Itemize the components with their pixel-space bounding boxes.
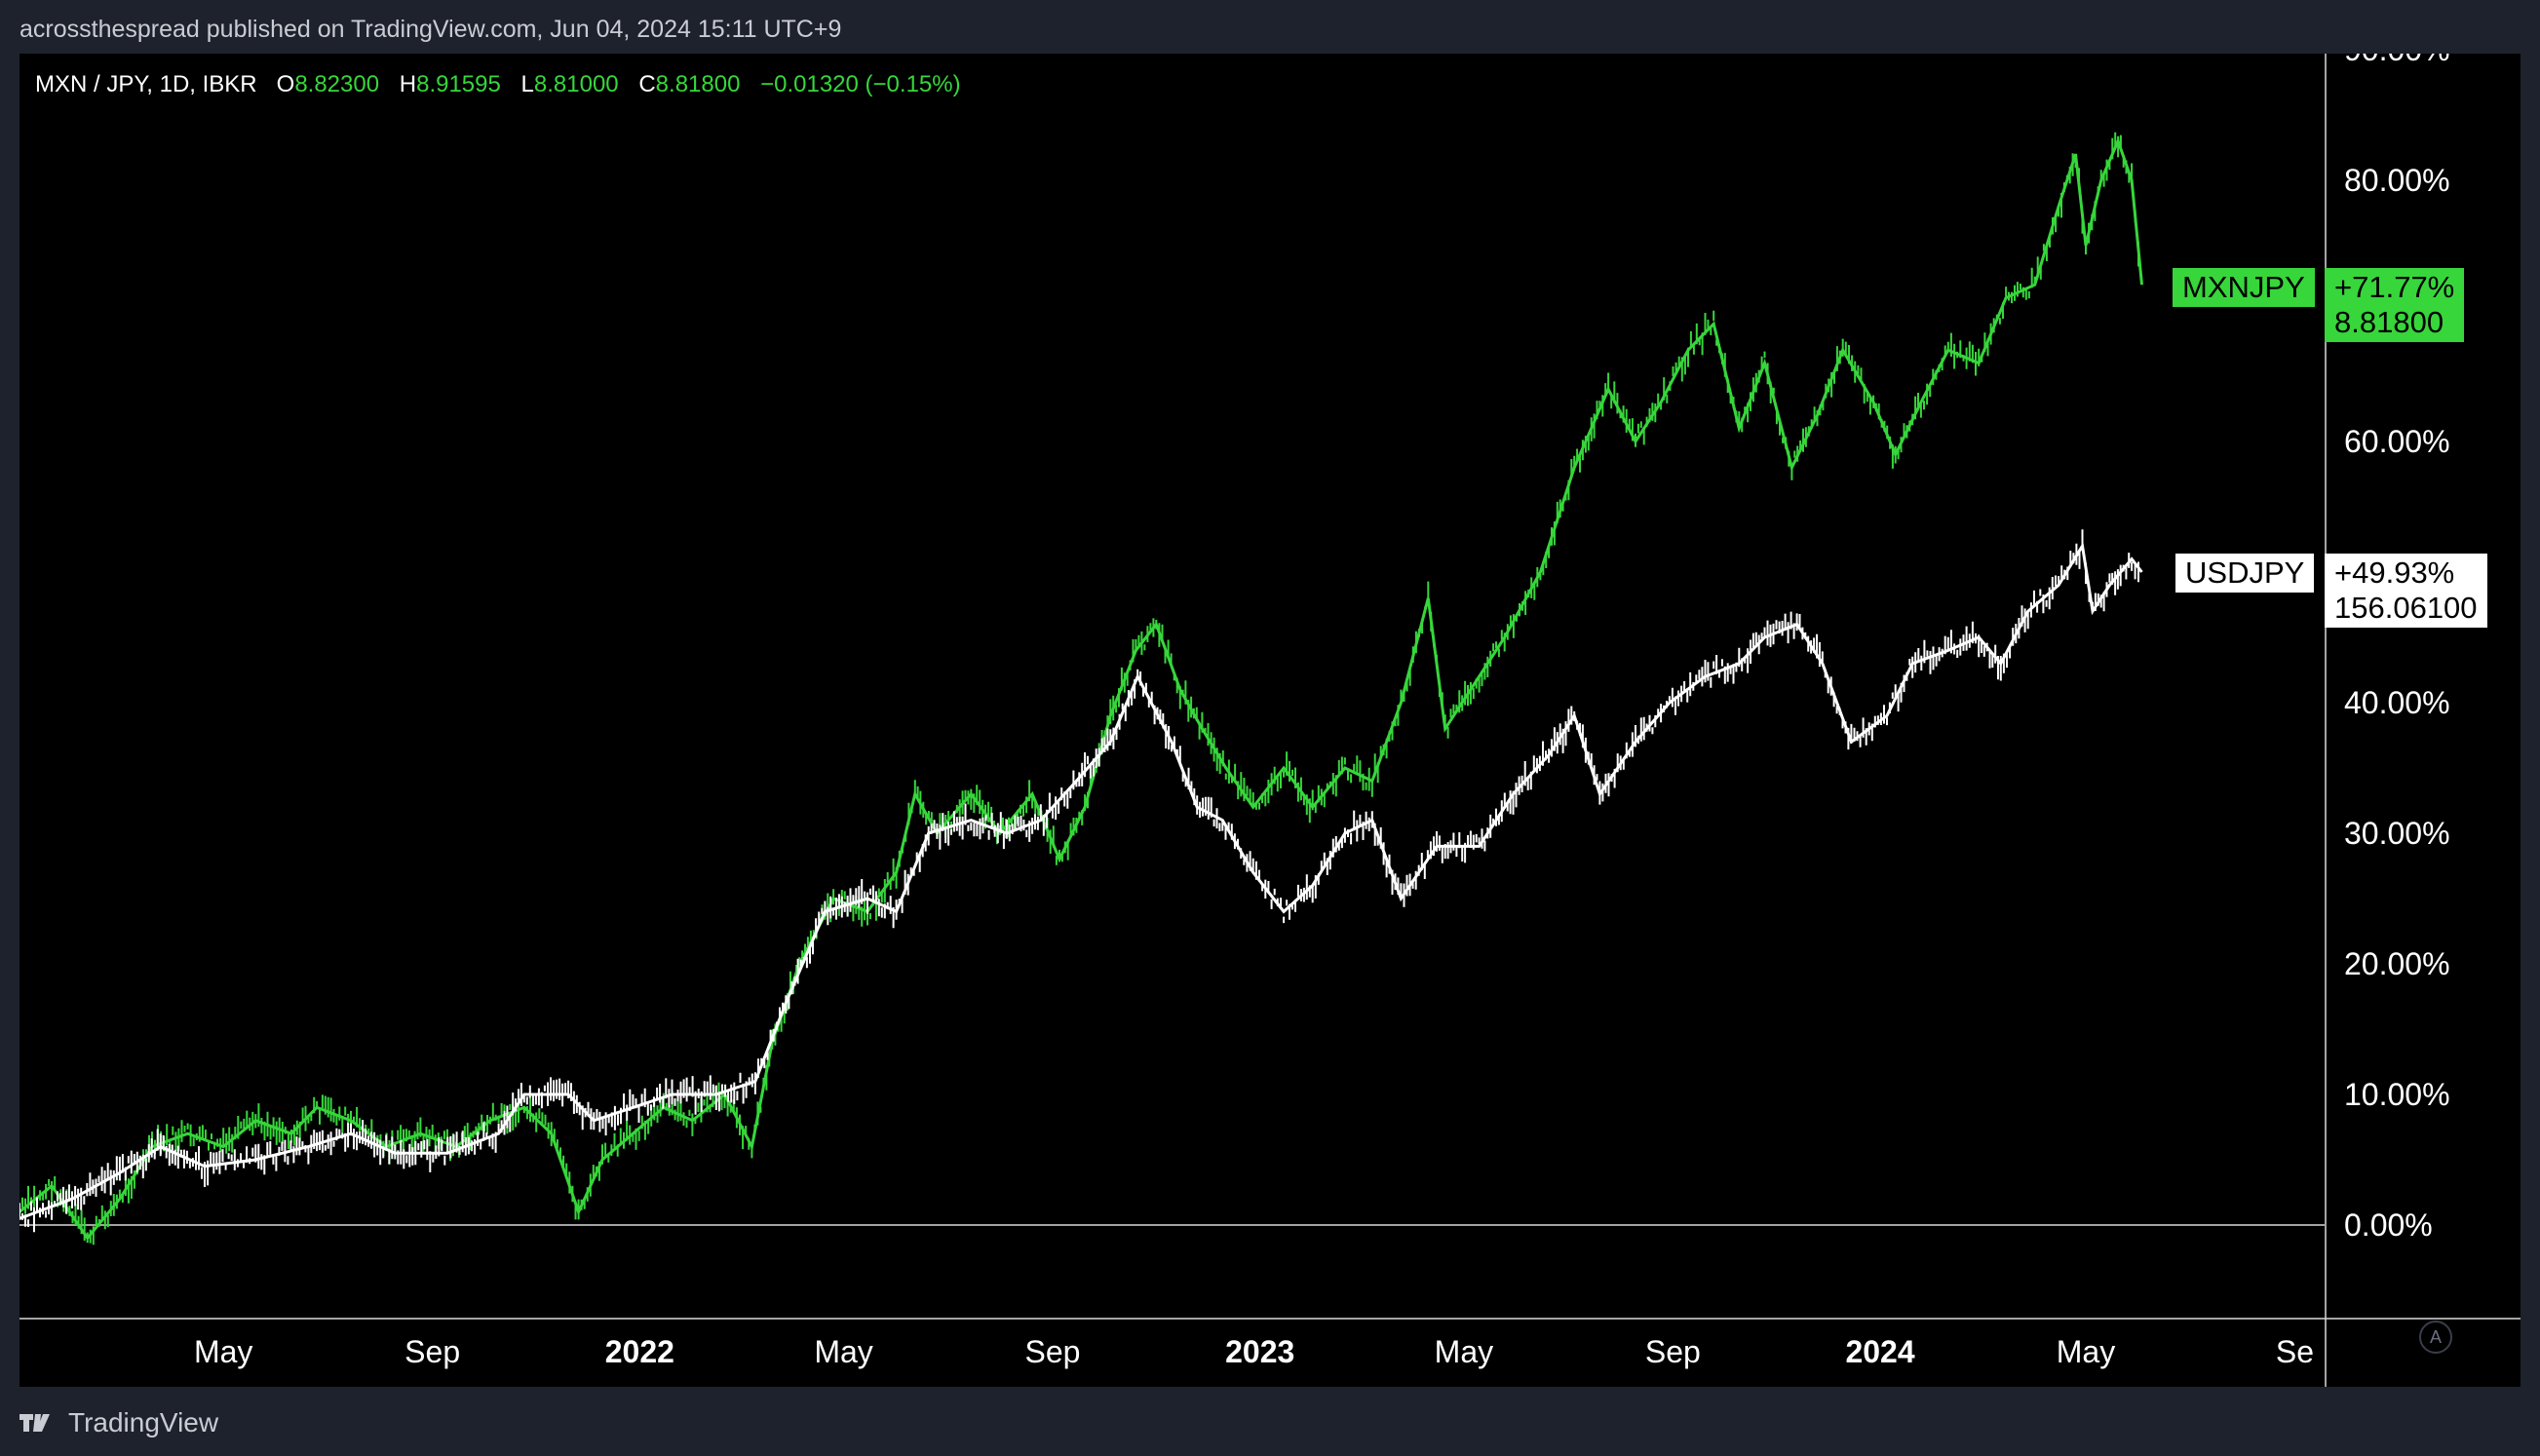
footer: TradingView: [19, 1403, 218, 1442]
mxnjpy-line: [19, 136, 2143, 1241]
legend-low-label: L: [520, 71, 534, 97]
chart-area[interactable]: 0.00% 10.00% 20.00% 30.00% 40.00% 60.00% 80.00…: [19, 54, 2521, 1387]
usdjpy-change: +49.93%: [2334, 556, 2455, 590]
legend-open-label: O: [276, 71, 295, 97]
series-mxnjpy[interactable]: [19, 132, 2143, 1245]
x-tick-label: 2023: [1225, 1334, 1294, 1369]
x-tick-label: Sep: [404, 1334, 460, 1369]
mxnjpy-change: +71.77%: [2334, 270, 2455, 304]
y-tick-label: 40.00%: [2344, 685, 2450, 720]
usdjpy-series-label[interactable]: USDJPY: [2175, 554, 2315, 593]
mxnjpy-price: 8.81800: [2334, 305, 2444, 339]
y-tick-label: 10.00%: [2344, 1077, 2450, 1112]
chart-canvas[interactable]: 0.00% 10.00% 20.00% 30.00% 40.00% 60.00% 80.00…: [19, 54, 2521, 1387]
x-tick-label: May: [2057, 1334, 2115, 1369]
y-tick-label: 90.00%: [2344, 54, 2450, 67]
legend-symbol[interactable]: MXN / JPY, 1D, IBKR: [35, 71, 257, 97]
y-tick-label: 20.00%: [2344, 946, 2450, 981]
legend-high-label: H: [399, 71, 417, 97]
series-usdjpy[interactable]: [19, 529, 2143, 1233]
x-tick-label: 2024: [1845, 1334, 1914, 1369]
mxnjpy-price-badge[interactable]: +71.77% 8.81800: [2325, 268, 2465, 342]
legend-high-value: 8.91595: [416, 71, 501, 97]
usdjpy-line: [19, 541, 2143, 1220]
tradingview-logo-icon[interactable]: [19, 1412, 58, 1434]
ohlc-legend: MXN / JPY, 1D, IBKR O8.82300 H8.91595 L8…: [35, 71, 975, 98]
x-tick-label: May: [814, 1334, 872, 1369]
usdjpy-price: 156.06100: [2334, 591, 2478, 625]
y-tick-label: 60.00%: [2344, 424, 2450, 459]
legend-low-value: 8.81000: [533, 71, 619, 97]
y-tick-label: 0.00%: [2344, 1207, 2433, 1243]
auto-scale-button[interactable]: A: [2419, 1321, 2452, 1354]
footer-brand[interactable]: TradingView: [68, 1407, 219, 1437]
legend-change-value: −0.01320 (−0.15%): [760, 71, 961, 97]
x-tick-label: Sep: [1645, 1334, 1701, 1369]
legend-close-label: C: [638, 71, 656, 97]
x-tick-label: May: [1435, 1334, 1493, 1369]
x-tick-label: May: [194, 1334, 252, 1369]
x-tick-label: 2022: [605, 1334, 674, 1369]
legend-close-value: 8.81800: [655, 71, 741, 97]
legend-open-value: 8.82300: [294, 71, 380, 97]
x-tick-label: Se: [2276, 1334, 2314, 1369]
y-tick-label: 80.00%: [2344, 163, 2450, 198]
y-tick-label: 30.00%: [2344, 816, 2450, 851]
publish-attribution: acrossthespread published on TradingView…: [19, 16, 842, 43]
mxnjpy-series-label[interactable]: MXNJPY: [2173, 268, 2315, 307]
usdjpy-bars: [19, 529, 2139, 1233]
usdjpy-price-badge[interactable]: +49.93% 156.06100: [2325, 554, 2487, 628]
x-tick-label: Sep: [1025, 1334, 1081, 1369]
mxnjpy-bars: [19, 132, 2139, 1245]
